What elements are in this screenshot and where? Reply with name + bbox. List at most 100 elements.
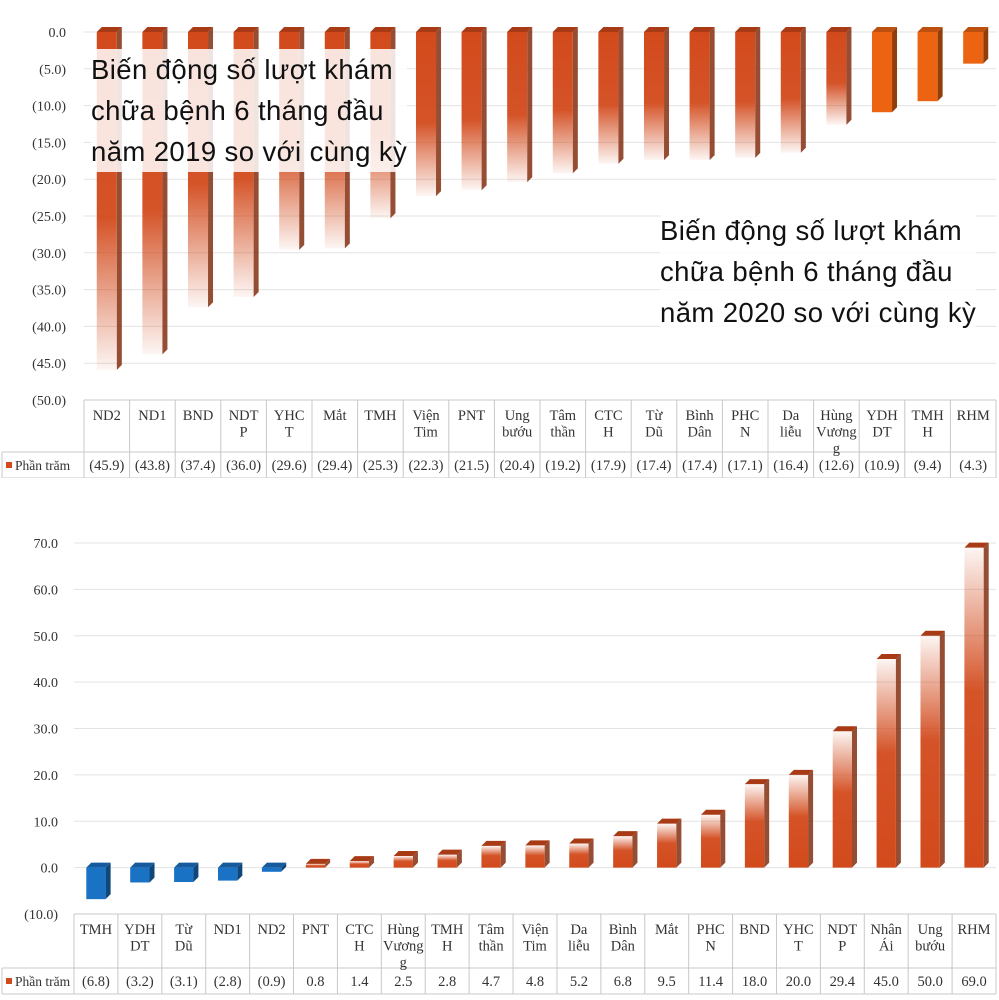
bar-front [643, 32, 665, 161]
bar [832, 726, 857, 868]
bar-top [86, 862, 111, 868]
legend-key [6, 978, 12, 984]
bar-top [735, 27, 761, 32]
bar-top [305, 858, 331, 864]
bar [507, 27, 533, 183]
x-category-label: YHC T [783, 922, 814, 955]
bar [689, 27, 715, 161]
x-category-label: Ung bướu [915, 922, 945, 955]
bar-side [632, 831, 638, 868]
bar-side [764, 779, 770, 868]
bar [130, 862, 155, 883]
bar-top [461, 27, 487, 32]
data-label: (17.9) [591, 458, 626, 474]
bar-front [871, 32, 893, 113]
bar-front [174, 867, 194, 883]
data-label: (4.3) [959, 458, 987, 474]
bar [700, 809, 726, 868]
data-label: (6.8) [82, 974, 110, 990]
bar [964, 542, 989, 868]
x-category-label: Tâm thần [478, 922, 505, 955]
bar-front [393, 856, 413, 868]
bar-front [305, 863, 326, 868]
bar [780, 27, 806, 153]
data-label: (45.9) [89, 458, 124, 474]
bar-top [920, 630, 945, 636]
data-label: (37.4) [180, 458, 215, 474]
y-tick-label: (15.0) [32, 136, 66, 151]
bar-front [461, 32, 482, 191]
data-label: (21.5) [454, 458, 489, 474]
data-table: ND2 ND1 BND NDT P YHC T Mắt TMH Viện Tim PNT Ung bướu… [1, 399, 997, 478]
x-category-label: YDH DT [866, 408, 898, 441]
bar [876, 653, 901, 868]
bar-front [86, 867, 106, 900]
bar [598, 27, 624, 164]
data-label: 50.0 [917, 974, 942, 990]
bar-top [187, 27, 214, 32]
bar [744, 779, 770, 868]
bar-front [218, 867, 238, 881]
bar-top [415, 27, 442, 32]
data-label: (3.2) [126, 974, 154, 990]
bar-side [544, 840, 550, 868]
legend-label: Phần trăm [15, 974, 71, 989]
x-category-label: Viện Tim [412, 408, 440, 441]
data-label: 1.4 [350, 974, 369, 990]
x-category-label: Da liễu [780, 408, 802, 441]
bar [552, 27, 578, 174]
x-category-label: Nhân Ái [871, 922, 903, 955]
chart-2019-title: Biến động số lượt khám chữa bệnh 6 tháng… [91, 49, 408, 172]
chart-2019-title-line-3: năm 2019 so với cùng kỳ [91, 136, 408, 167]
x-category-label: Bình Dân [685, 408, 714, 441]
bar [788, 769, 814, 868]
bar-side [369, 856, 375, 868]
bar-top [780, 27, 806, 32]
bar-top [130, 862, 155, 868]
bar-front [920, 635, 940, 868]
x-category-label: PHC N [731, 408, 759, 441]
bar [920, 630, 945, 868]
bar-side [325, 858, 331, 868]
bar [917, 27, 943, 102]
y-tick-label: (30.0) [32, 247, 66, 262]
bar-top [393, 851, 418, 857]
bar-side [983, 27, 989, 64]
bar-top [233, 27, 259, 32]
x-category-label: TMH [80, 922, 113, 938]
y-tick-label: 20.0 [34, 769, 59, 784]
bar-top [598, 27, 624, 32]
bar-side [755, 27, 761, 158]
bar-front [826, 32, 847, 125]
data-label: (29.6) [272, 458, 307, 474]
bar-side [937, 27, 943, 102]
y-tick-label: 40.0 [34, 676, 59, 691]
data-label: (22.3) [408, 458, 443, 474]
data-label: (3.1) [170, 974, 198, 990]
bar-top [744, 779, 770, 785]
x-category-label: TMH H [431, 922, 464, 955]
bar-side [481, 27, 487, 191]
bar-front [613, 836, 633, 868]
x-category-label: Da liễu [568, 922, 590, 955]
x-category-label: CTC H [345, 922, 373, 955]
data-label: 9.5 [658, 974, 676, 990]
bar-top [218, 862, 243, 868]
x-category-label: ND1 [138, 408, 166, 424]
bar-front [415, 32, 437, 197]
bar-front [437, 854, 457, 868]
bar-front [963, 32, 984, 64]
x-category-label: Viện Tim [521, 922, 549, 955]
bar-front [481, 845, 501, 868]
y-tick-label: 50.0 [34, 630, 59, 645]
bar-top [370, 27, 396, 32]
x-category-label: BND [183, 408, 214, 424]
bar-side [851, 726, 857, 868]
bar-side [892, 27, 898, 113]
bar-side [664, 27, 670, 161]
chart-2019: 70.060.050.040.030.020.010.00.0(10.0)TMH… [1, 537, 997, 995]
x-category-label: Từ Dũ [645, 408, 663, 441]
y-tick-label: 70.0 [34, 537, 59, 552]
bar [826, 27, 852, 125]
